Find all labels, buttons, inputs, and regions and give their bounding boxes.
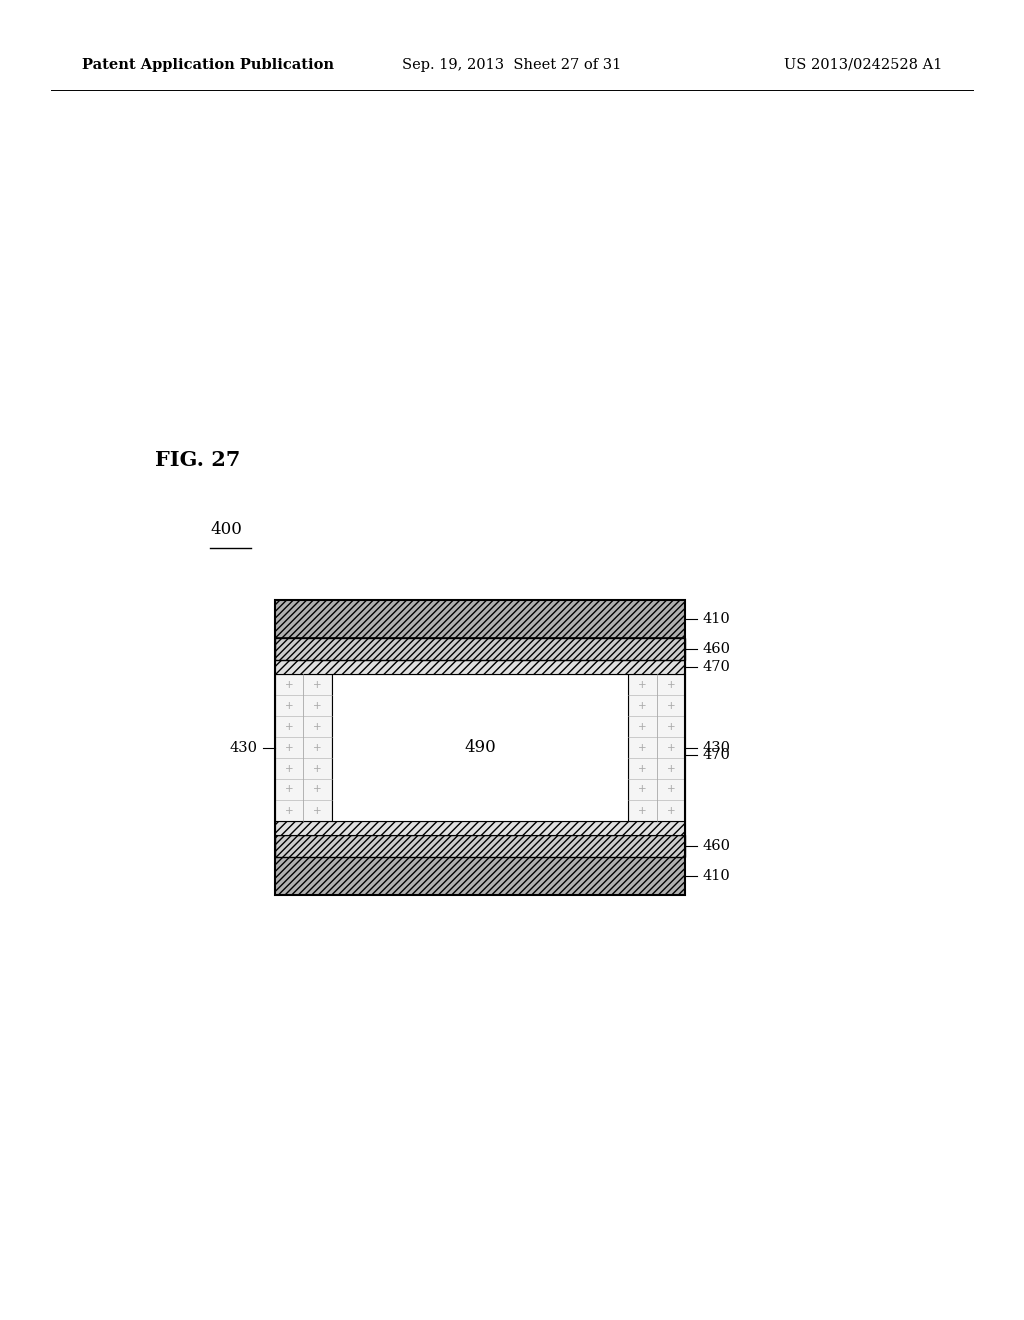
Text: +: + bbox=[667, 743, 675, 752]
Text: +: + bbox=[285, 743, 294, 752]
Text: +: + bbox=[285, 784, 294, 795]
Text: Sep. 19, 2013  Sheet 27 of 31: Sep. 19, 2013 Sheet 27 of 31 bbox=[402, 58, 622, 73]
Text: 460: 460 bbox=[702, 840, 730, 853]
Bar bbox=[275, 857, 685, 895]
Bar bbox=[275, 675, 685, 821]
Text: +: + bbox=[313, 743, 322, 752]
Text: +: + bbox=[285, 701, 294, 710]
Text: 430: 430 bbox=[229, 741, 258, 755]
Text: +: + bbox=[313, 763, 322, 774]
Text: 410: 410 bbox=[702, 869, 730, 883]
Text: +: + bbox=[313, 784, 322, 795]
Text: +: + bbox=[667, 722, 675, 731]
Bar bbox=[275, 601, 685, 895]
Bar bbox=[275, 601, 685, 638]
Text: +: + bbox=[638, 722, 647, 731]
Text: FIG. 27: FIG. 27 bbox=[155, 450, 241, 470]
Text: 460: 460 bbox=[702, 642, 730, 656]
Text: 400: 400 bbox=[210, 521, 242, 539]
Text: 430: 430 bbox=[702, 741, 730, 755]
Bar bbox=[332, 675, 629, 821]
Text: +: + bbox=[313, 805, 322, 816]
Bar bbox=[275, 836, 685, 857]
Bar bbox=[275, 638, 685, 660]
Text: +: + bbox=[638, 763, 647, 774]
Text: +: + bbox=[667, 805, 675, 816]
Text: +: + bbox=[313, 722, 322, 731]
Bar bbox=[275, 821, 685, 836]
Text: +: + bbox=[313, 701, 322, 710]
Text: +: + bbox=[638, 805, 647, 816]
Bar bbox=[629, 675, 685, 821]
Text: 490: 490 bbox=[464, 739, 496, 756]
Text: +: + bbox=[285, 722, 294, 731]
Text: +: + bbox=[285, 805, 294, 816]
Text: +: + bbox=[285, 763, 294, 774]
Text: 470: 470 bbox=[702, 660, 730, 675]
Text: US 2013/0242528 A1: US 2013/0242528 A1 bbox=[783, 58, 942, 73]
Text: +: + bbox=[667, 763, 675, 774]
Text: +: + bbox=[667, 784, 675, 795]
Text: +: + bbox=[667, 680, 675, 689]
Text: 410: 410 bbox=[702, 612, 730, 626]
Text: +: + bbox=[638, 743, 647, 752]
Text: +: + bbox=[638, 784, 647, 795]
Text: +: + bbox=[285, 680, 294, 689]
Bar bbox=[275, 675, 332, 821]
Text: +: + bbox=[313, 680, 322, 689]
Text: +: + bbox=[667, 701, 675, 710]
Text: Patent Application Publication: Patent Application Publication bbox=[82, 58, 334, 73]
Text: +: + bbox=[638, 701, 647, 710]
Text: +: + bbox=[638, 680, 647, 689]
Bar bbox=[275, 660, 685, 675]
Text: 470: 470 bbox=[702, 747, 730, 762]
